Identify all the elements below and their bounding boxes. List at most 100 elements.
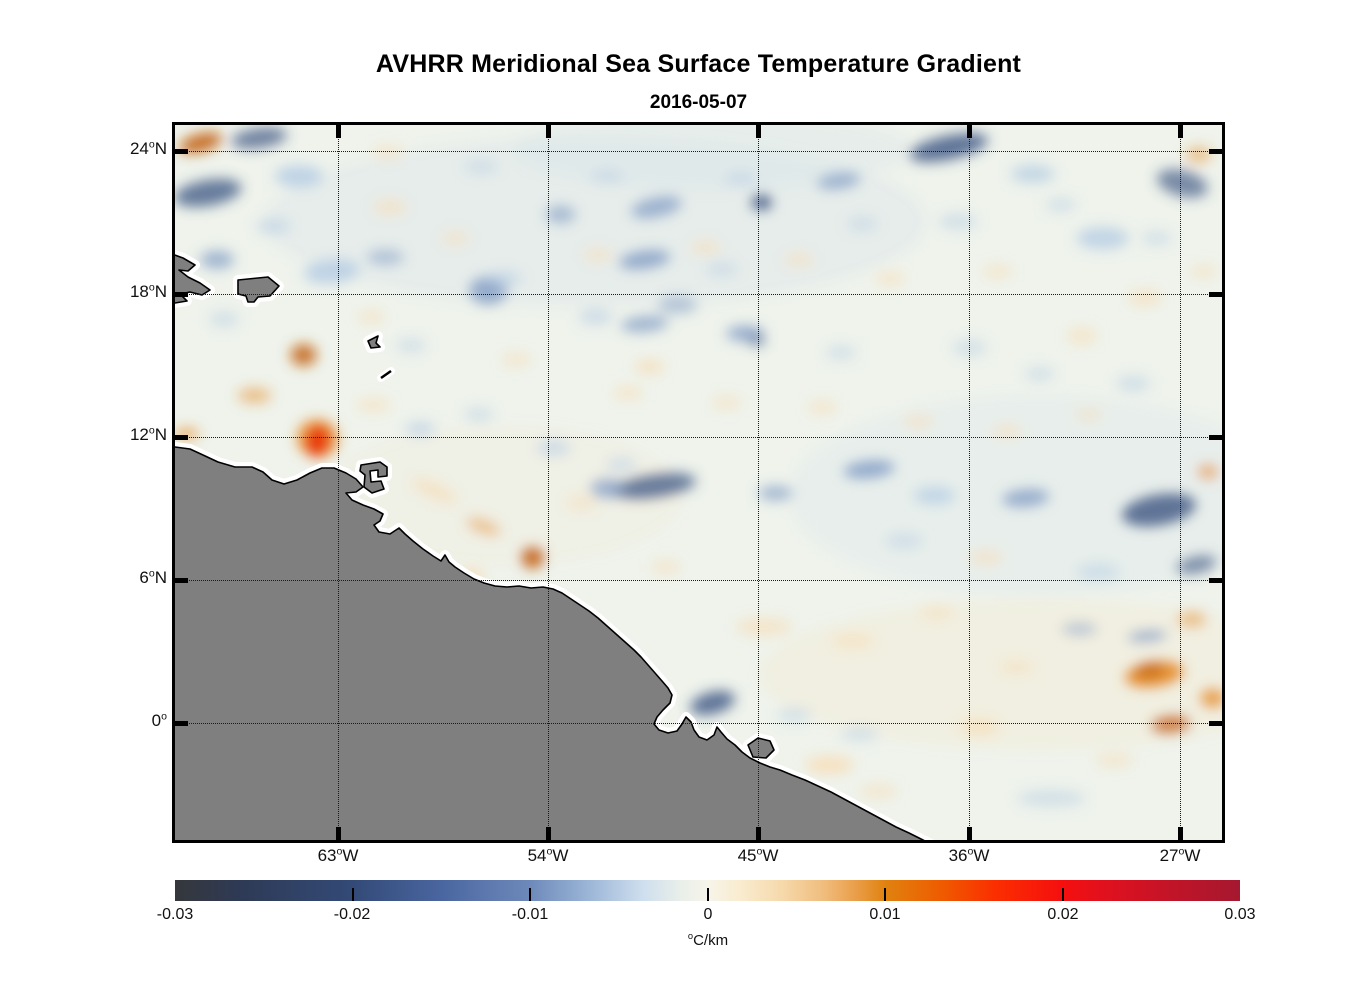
- island-trinidad: [359, 461, 388, 494]
- sst-gradient-blob: [466, 517, 501, 536]
- degree-symbol: o: [148, 424, 155, 437]
- sst-gradient-blob: [913, 486, 956, 505]
- sst-gradient-blob: [969, 549, 1003, 566]
- sst-gradient-blob: [620, 315, 669, 333]
- sst-gradient-blob: [590, 169, 625, 184]
- xtick-top-54w: [546, 125, 551, 138]
- map-plot-area: [172, 122, 1225, 843]
- sst-gradient-blob: [396, 338, 426, 353]
- sst-gradient-blob: [711, 395, 742, 410]
- xlabel-54w: 54oW: [527, 845, 569, 865]
- degree-symbol: o: [148, 281, 155, 294]
- ylabel-6n: 6oN: [139, 567, 167, 587]
- sst-gradient-blob: [705, 262, 738, 277]
- sst-gradient-blob: [759, 599, 1222, 750]
- sst-gradient-blob: [237, 387, 272, 404]
- sst-gradient-blob: [590, 478, 625, 499]
- xtick-top-27w: [1178, 125, 1183, 138]
- colorbar-tickmark: [707, 888, 709, 901]
- sst-gradient-blob: [322, 425, 683, 566]
- gridline-lon-63w: [338, 125, 339, 840]
- colorbar-tickmark: [884, 888, 886, 901]
- sst-gradient-blob: [303, 259, 360, 284]
- ytick-left-6n: [175, 578, 188, 583]
- degree-symbol: o: [546, 845, 553, 858]
- sst-gradient-blob: [777, 707, 812, 722]
- sst-gradient-blob: [875, 271, 906, 286]
- degree-symbol: o: [1178, 845, 1185, 858]
- colorbar: [175, 880, 1240, 901]
- sst-gradient-blob: [1024, 367, 1055, 382]
- sst-gradient-blob: [405, 421, 436, 436]
- sst-gradient-blob: [441, 231, 470, 246]
- gridline-lon-45w: [758, 125, 759, 840]
- sst-gradient-blob: [805, 755, 854, 774]
- xtick-bottom-45w: [756, 827, 761, 840]
- ytick-left-24n: [175, 149, 188, 154]
- sst-gradient-blob: [487, 270, 522, 287]
- sst-gradient-blob: [613, 386, 644, 401]
- sst-gradient-blob: [179, 132, 223, 154]
- ytick-right-0: [1209, 721, 1222, 726]
- sst-gradient-blob: [231, 127, 287, 149]
- xlabel-63w: 63oW: [317, 845, 359, 865]
- degree-symbol: o: [336, 845, 343, 858]
- sst-gradient-blob: [748, 335, 765, 346]
- sst-gradient-blob: [1066, 326, 1097, 345]
- sst-gradient-blob: [1185, 146, 1212, 163]
- landmasses: [175, 254, 925, 840]
- sst-gradient-blob: [1017, 790, 1086, 807]
- sst-gradient-blob: [612, 472, 696, 500]
- sst-gradient-blob: [903, 414, 934, 429]
- island-lesser-antilles-1: [367, 335, 381, 349]
- chart-title: AVHRR Meridional Sea Surface Temperature…: [375, 50, 1022, 78]
- sst-gradient-blob: [1045, 197, 1076, 212]
- sst-gradient-blob: [1116, 375, 1151, 392]
- colorbar-tickmark: [352, 888, 354, 901]
- colorbar-tickmark: [1062, 888, 1064, 901]
- sst-gradient-blob: [992, 424, 1022, 439]
- gridline-lon-36w: [969, 125, 970, 840]
- sst-gradient-blob: [1156, 169, 1208, 198]
- sst-gradient-blob: [859, 784, 898, 799]
- sst-gradient-blob: [843, 460, 895, 479]
- sst-gradient-blob: [690, 690, 735, 716]
- sst-gradient-blob: [357, 309, 386, 324]
- colorbar-unit-label: oC/km: [687, 931, 729, 949]
- degree-symbol: o: [967, 845, 974, 858]
- gridline-lon-54w: [548, 125, 549, 840]
- xtick-bottom-27w: [1178, 827, 1183, 840]
- ytick-right-18n: [1209, 292, 1222, 297]
- sst-gradient-blob: [501, 352, 532, 367]
- sst-gradient-blob: [305, 424, 330, 457]
- sst-gradient-blob: [1190, 264, 1217, 279]
- sst-gradient-blob: [982, 264, 1013, 279]
- degree-symbol: o: [687, 931, 694, 941]
- sst-gradient-blob: [784, 252, 814, 267]
- ocean-gradient-field: [175, 125, 1222, 807]
- sst-gradient-blob: [938, 213, 977, 230]
- gridline-lat-12n: [175, 437, 1222, 438]
- sst-gradient-blob: [520, 546, 545, 569]
- sst-gradient-blob: [1199, 688, 1222, 709]
- ytick-right-12n: [1209, 435, 1222, 440]
- colorbar-label-zero: 0: [703, 906, 713, 923]
- sst-gradient-blob: [209, 311, 240, 328]
- sst-gradient-blob: [758, 486, 793, 501]
- sst-gradient-blob: [1095, 753, 1134, 768]
- xtick-top-36w: [967, 125, 972, 138]
- sst-gradient-blob: [840, 726, 879, 741]
- gridline-lat-24n: [175, 151, 1222, 152]
- sst-gradient-blob: [583, 247, 613, 262]
- sst-gradient-blob: [606, 457, 637, 472]
- degree-symbol: o: [161, 710, 167, 723]
- sst-gradient-blob: [826, 345, 857, 360]
- sst-gradient-blob: [885, 532, 924, 549]
- sst-gradient-blob: [1075, 407, 1102, 422]
- sst-gradient-blob: [373, 199, 407, 216]
- xlabel-45w: 45oW: [737, 845, 779, 865]
- sst-gradient-blob: [366, 249, 405, 266]
- sst-gradient-blob: [999, 660, 1034, 675]
- sst-gradient-blob: [1121, 492, 1197, 527]
